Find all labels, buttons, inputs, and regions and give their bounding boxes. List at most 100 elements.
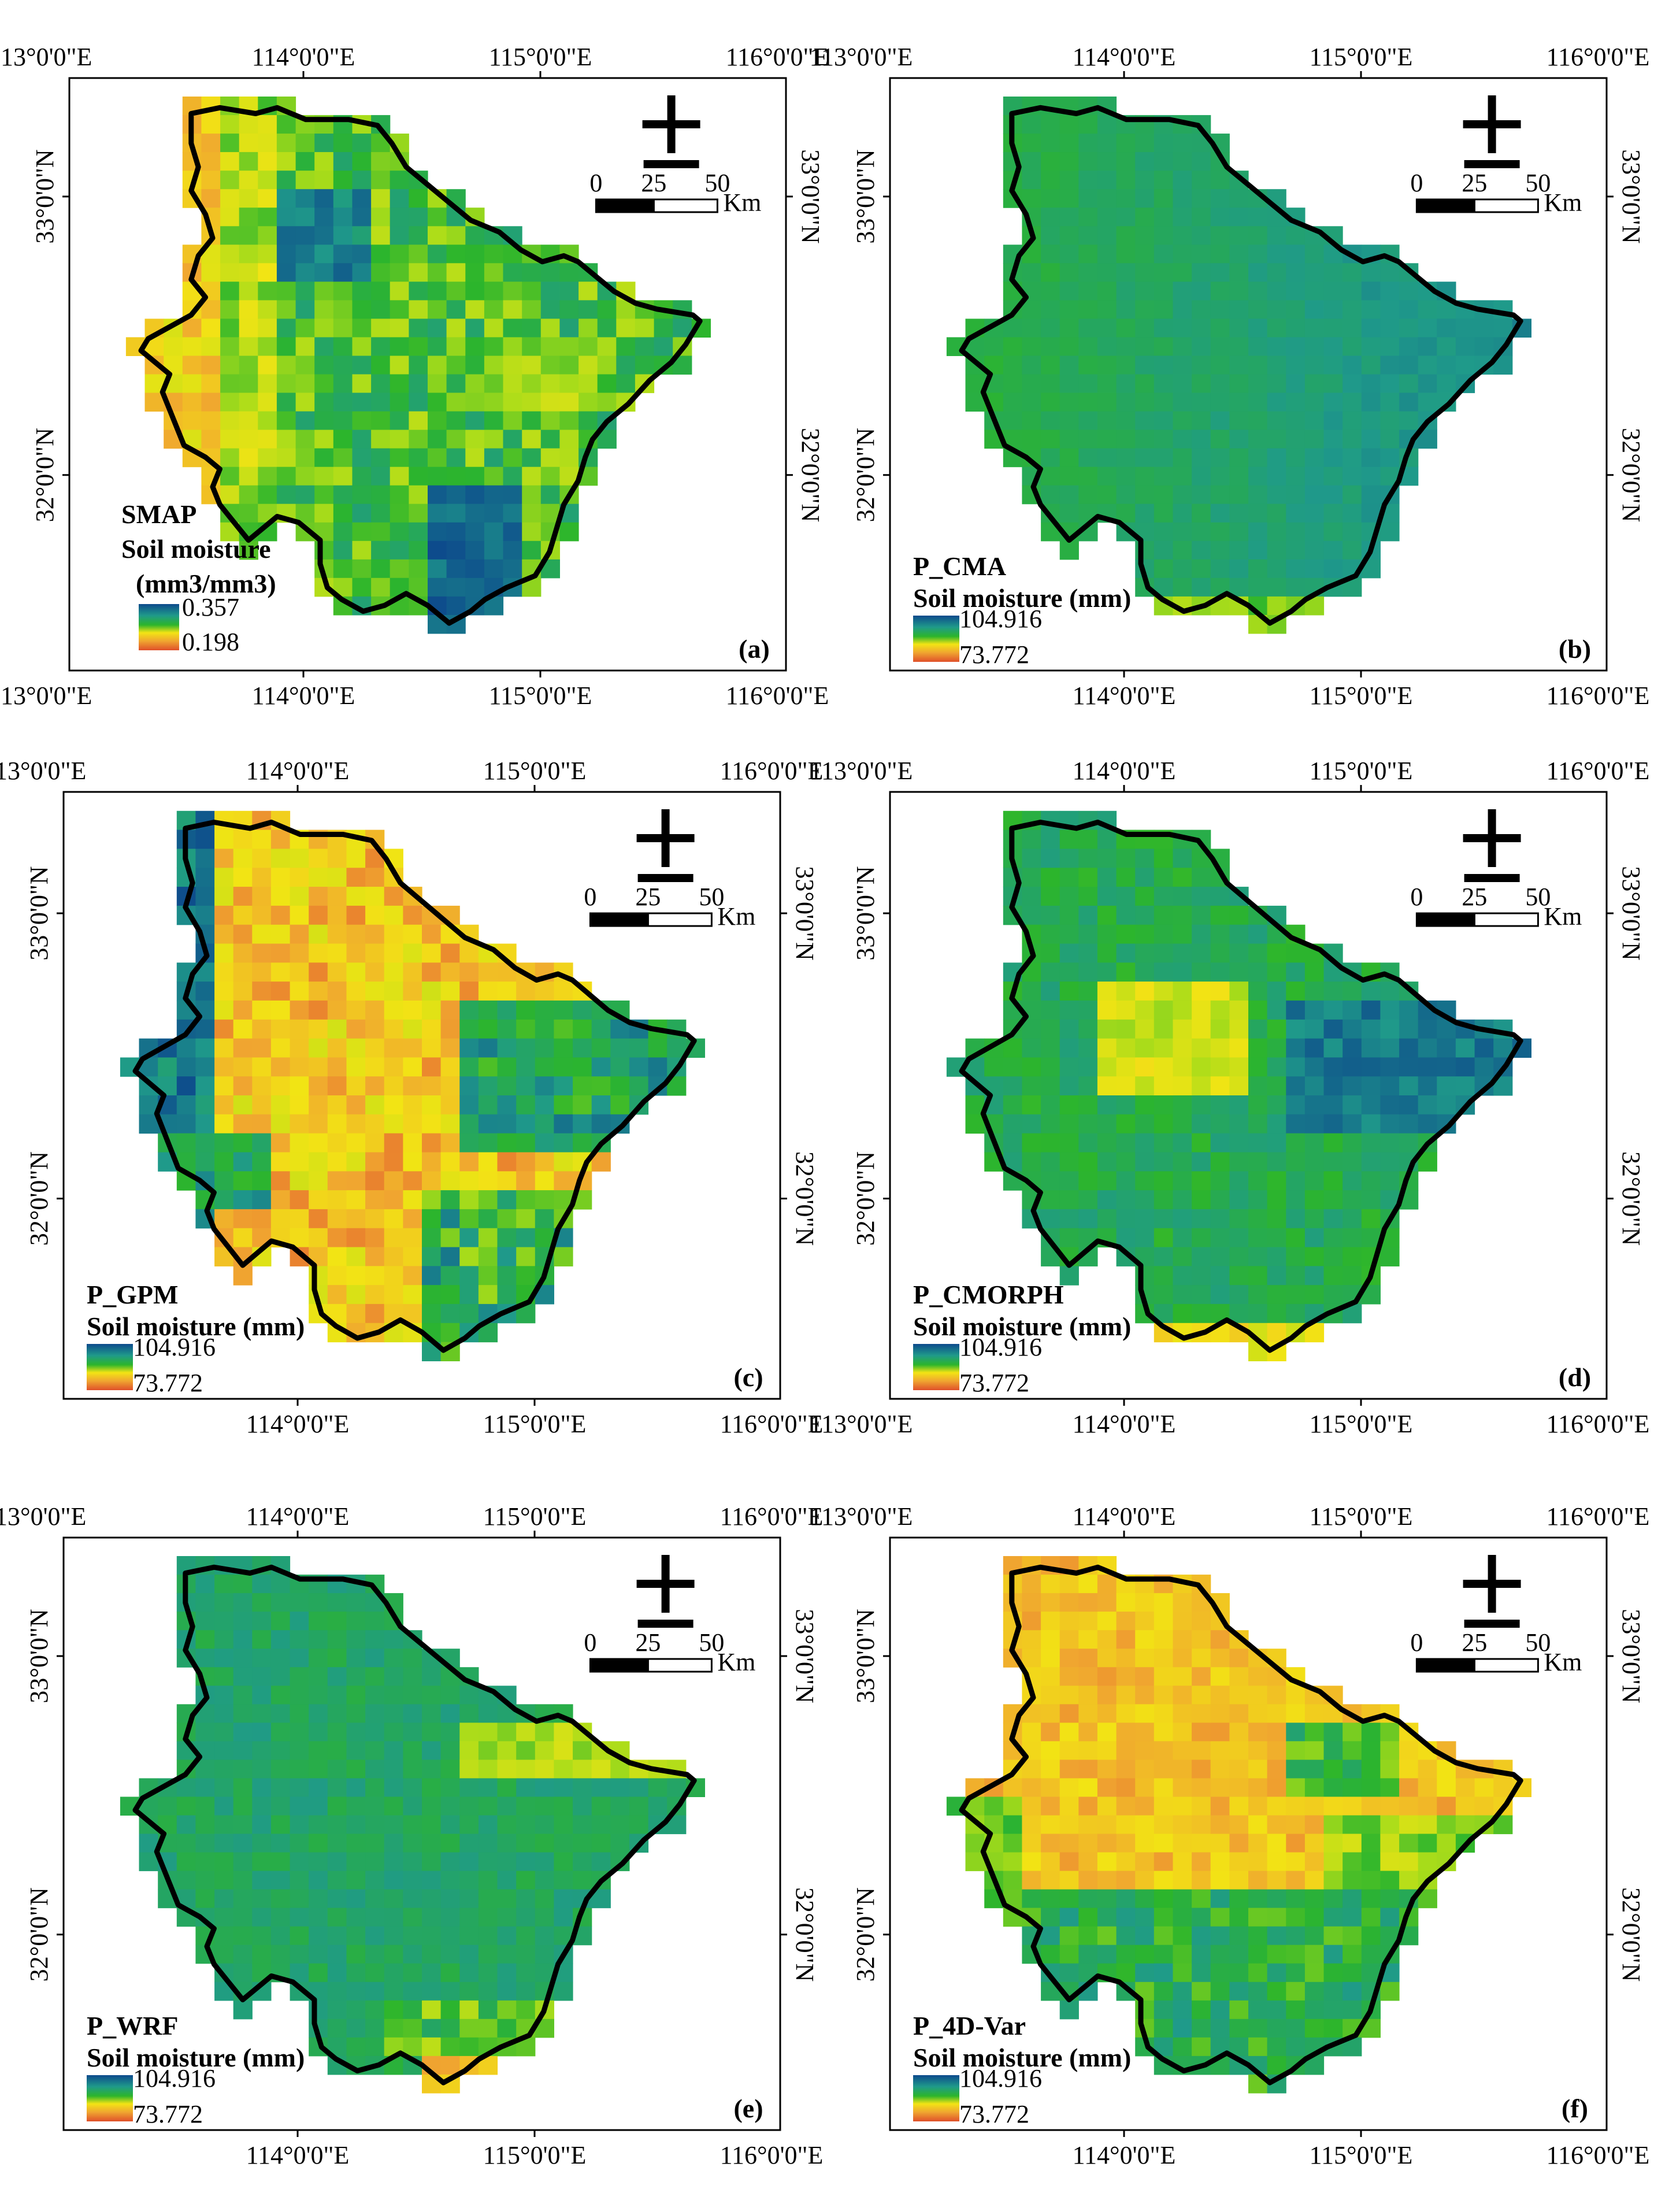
raster-cell xyxy=(233,1889,253,1909)
raster-cell xyxy=(1286,2018,1306,2038)
raster-cell xyxy=(1097,1038,1117,1058)
scale-bar-label: 50 xyxy=(1525,883,1551,911)
raster-cell xyxy=(1323,355,1343,375)
raster-cell xyxy=(1173,1741,1192,1760)
raster-cell xyxy=(270,1019,291,1039)
raster-cell xyxy=(352,392,372,412)
raster-cell xyxy=(1041,485,1060,505)
raster-cell xyxy=(1286,1741,1306,1760)
raster-cell xyxy=(535,1076,554,1096)
raster-cell xyxy=(220,171,240,190)
raster-cell xyxy=(1304,1228,1325,1248)
raster-cell xyxy=(390,189,409,208)
raster-cell xyxy=(1267,2000,1286,2020)
raster-cell xyxy=(1342,392,1362,412)
raster-cell xyxy=(233,1575,253,1594)
raster-cell xyxy=(440,2000,460,2020)
raster-cell xyxy=(1323,1019,1343,1039)
lon-label-top: 114°0'0"E xyxy=(252,43,355,71)
raster-cell xyxy=(1192,429,1211,449)
raster-cell xyxy=(309,1076,328,1096)
scale-bar-label: 50 xyxy=(1525,1628,1551,1657)
raster-cell xyxy=(352,318,372,338)
raster-cell xyxy=(195,1057,215,1077)
raster-cell xyxy=(1380,1019,1400,1039)
raster-cell xyxy=(1078,829,1098,849)
raster-cell xyxy=(422,1963,442,1983)
raster-cell xyxy=(440,1209,460,1229)
raster-cell xyxy=(1173,1630,1192,1649)
raster-cell xyxy=(1097,152,1117,171)
raster-cell xyxy=(497,1057,517,1077)
raster-cell xyxy=(559,318,579,338)
raster-cell xyxy=(1116,429,1136,449)
raster-cell xyxy=(233,1834,253,1853)
raster-cell xyxy=(1399,374,1419,394)
raster-cell xyxy=(597,374,617,394)
raster-cell xyxy=(484,522,504,542)
raster-cell xyxy=(409,559,428,579)
raster-cell xyxy=(346,1303,366,1324)
raster-cell xyxy=(1078,1171,1098,1191)
raster-cell xyxy=(195,1760,215,1779)
raster-cell xyxy=(1154,245,1173,264)
raster-cell xyxy=(403,1834,422,1853)
raster-cell xyxy=(270,1114,291,1134)
raster-cell xyxy=(1097,282,1117,301)
raster-cell xyxy=(1173,374,1192,394)
raster-cell xyxy=(440,2037,460,2057)
raster-cell xyxy=(346,905,366,925)
raster-cell xyxy=(1229,1871,1249,1890)
raster-cell xyxy=(327,1630,347,1649)
raster-cell xyxy=(1173,1704,1192,1723)
raster-cell xyxy=(1041,887,1060,906)
raster-cell xyxy=(591,1114,611,1134)
raster-cell xyxy=(195,1095,215,1115)
raster-cell xyxy=(233,1630,253,1649)
raster-cell xyxy=(403,1228,422,1248)
raster-cell xyxy=(1059,226,1079,245)
raster-cell xyxy=(176,1778,196,1797)
raster-cell xyxy=(440,1963,460,1983)
raster-cell xyxy=(327,868,347,887)
raster-cell xyxy=(1229,189,1249,208)
raster-cell xyxy=(522,318,542,338)
raster-cell xyxy=(422,1852,442,1872)
raster-cell xyxy=(465,411,485,431)
raster-cell xyxy=(1078,1686,1098,1705)
raster-cell xyxy=(309,1778,328,1797)
raster-cell xyxy=(1342,1266,1362,1286)
raster-cell xyxy=(1173,1303,1192,1324)
raster-cell xyxy=(465,522,485,542)
raster-cell xyxy=(440,1926,460,1946)
raster-cell xyxy=(554,1760,573,1779)
raster-cell xyxy=(1022,1834,1041,1853)
raster-cell xyxy=(1286,1095,1306,1115)
raster-cell xyxy=(333,245,353,264)
raster-cell xyxy=(610,1797,630,1816)
raster-cell xyxy=(1041,1630,1060,1649)
raster-cell xyxy=(535,1000,554,1020)
raster-cell xyxy=(484,318,504,338)
raster-cell xyxy=(1286,982,1306,1001)
raster-cell xyxy=(1304,1171,1325,1191)
raster-cell xyxy=(422,924,442,945)
raster-cell xyxy=(540,318,560,338)
raster-cell xyxy=(1041,1612,1060,1631)
raster-cell xyxy=(1078,1834,1098,1853)
raster-cell xyxy=(1286,1908,1306,1927)
raster-cell xyxy=(333,540,353,560)
raster-cell xyxy=(1097,171,1117,190)
raster-cell xyxy=(1342,522,1362,542)
raster-cell xyxy=(1192,1038,1211,1058)
raster-cell xyxy=(1116,1038,1136,1058)
raster-cell xyxy=(554,982,573,1001)
raster-cell xyxy=(465,282,485,301)
raster-cell xyxy=(1380,1834,1400,1853)
raster-cell xyxy=(252,1095,272,1115)
raster-cell xyxy=(1154,868,1173,887)
raster-cell xyxy=(1399,318,1419,338)
raster-cell xyxy=(1022,152,1041,171)
raster-cell xyxy=(1041,1741,1060,1760)
